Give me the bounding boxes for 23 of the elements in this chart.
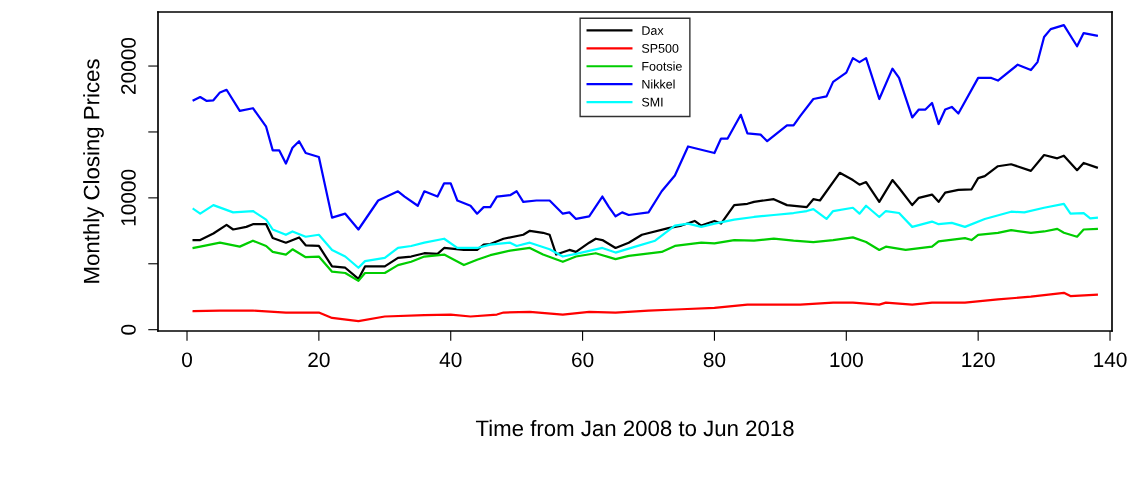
line-series — [192, 202, 1098, 269]
x-axis-title: Time from Jan 2008 to Jun 2018 — [475, 419, 794, 437]
y-axis-title: Monthly Closing Prices — [83, 59, 104, 283]
y-tick-label: 10000 — [121, 169, 136, 226]
x-tick-label: 80 — [703, 352, 726, 368]
x-tick-label: 140 — [1094, 352, 1127, 368]
y-tick-label: 0 — [121, 324, 136, 335]
x-tick-label: 120 — [962, 352, 995, 368]
x-tick-label: 0 — [182, 352, 192, 368]
legend-label: SP500 — [641, 43, 679, 53]
line-series — [192, 153, 1098, 281]
line-series — [192, 24, 1098, 231]
x-tick-label: 40 — [439, 352, 462, 368]
x-tick-label: 20 — [308, 352, 330, 368]
line-series — [192, 227, 1098, 283]
x-tick-label: 60 — [572, 352, 594, 368]
legend-label: SMI — [641, 97, 663, 107]
y-tick-label: 20000 — [121, 37, 136, 94]
legend-label: Footsie — [642, 61, 682, 71]
legend-label: Dax — [642, 26, 664, 35]
x-tick-label: 100 — [830, 352, 863, 368]
line-series — [192, 291, 1098, 323]
legend-label: Nikkel — [642, 79, 675, 89]
